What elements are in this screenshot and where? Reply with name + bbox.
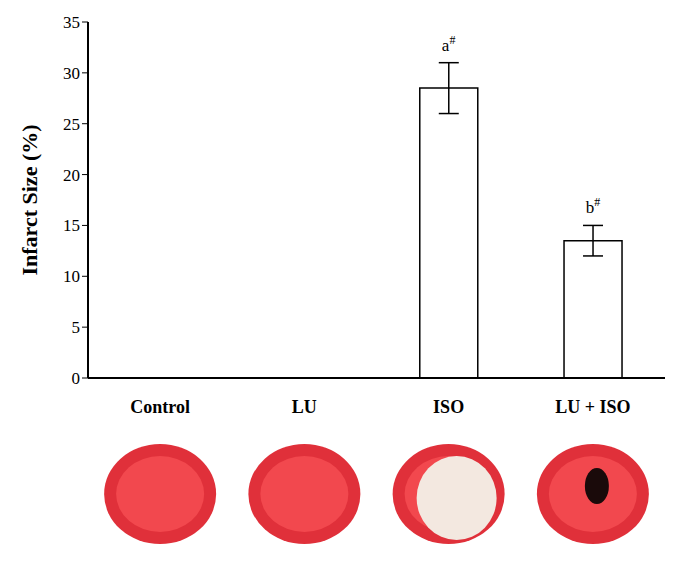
svg-text:Control: Control — [130, 397, 190, 417]
svg-text:Infarct Size (%): Infarct Size (%) — [17, 124, 42, 275]
svg-text:LU: LU — [292, 397, 317, 417]
svg-text:b#: b# — [586, 195, 601, 217]
svg-text:5: 5 — [72, 318, 81, 337]
svg-text:35: 35 — [63, 13, 80, 32]
svg-text:a#: a# — [442, 33, 456, 55]
svg-text:10: 10 — [63, 267, 80, 286]
svg-text:0: 0 — [72, 369, 81, 388]
svg-text:30: 30 — [63, 64, 80, 83]
svg-text:25: 25 — [63, 115, 80, 134]
svg-text:15: 15 — [63, 216, 80, 235]
svg-text:20: 20 — [63, 166, 80, 185]
svg-text:ISO: ISO — [433, 397, 464, 417]
svg-text:LU + ISO: LU + ISO — [555, 397, 630, 417]
